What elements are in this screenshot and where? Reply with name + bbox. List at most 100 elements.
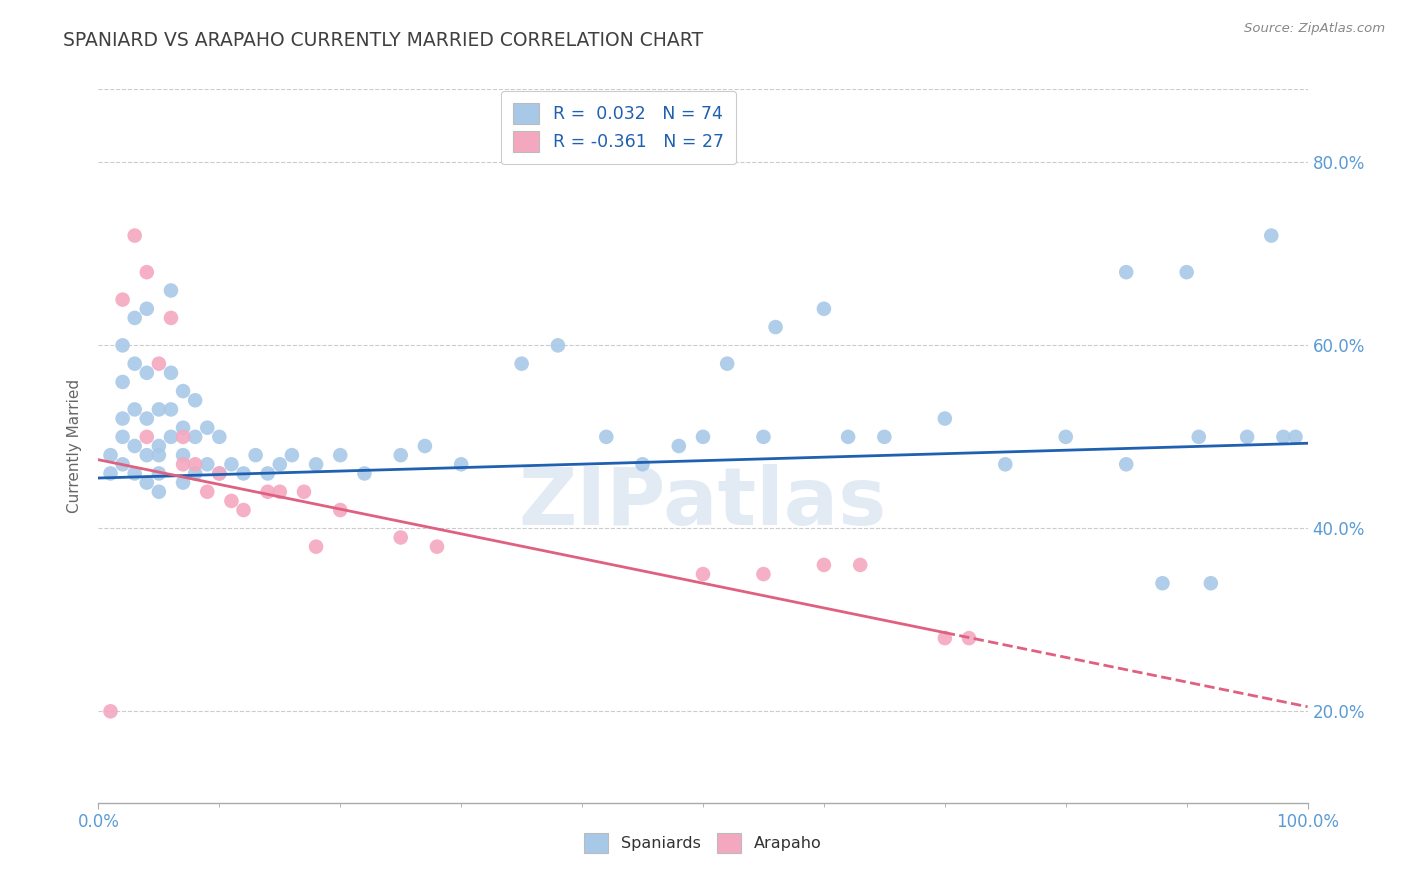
Point	[184, 430, 207, 444]
Point	[172, 475, 194, 490]
Point	[111, 411, 134, 425]
Point	[195, 484, 218, 499]
Point	[1175, 265, 1198, 279]
Point	[269, 458, 291, 472]
Point	[510, 357, 533, 371]
Point	[305, 540, 328, 554]
Point	[765, 320, 787, 334]
Point	[450, 458, 472, 472]
Point	[160, 310, 183, 325]
Point	[389, 448, 412, 462]
Point	[232, 503, 254, 517]
Point	[100, 704, 122, 718]
Point	[208, 430, 231, 444]
Point	[256, 467, 278, 481]
Point	[232, 467, 254, 481]
Point	[135, 411, 157, 425]
Point	[994, 458, 1017, 472]
Point	[1188, 430, 1211, 444]
Text: SPANIARD VS ARAPAHO CURRENTLY MARRIED CORRELATION CHART: SPANIARD VS ARAPAHO CURRENTLY MARRIED CO…	[63, 31, 703, 50]
Point	[148, 467, 170, 481]
Point	[413, 439, 436, 453]
Point	[934, 411, 956, 425]
Point	[1272, 430, 1295, 444]
Point	[124, 357, 146, 371]
Point	[172, 458, 194, 472]
Point	[148, 402, 170, 417]
Text: Source: ZipAtlas.com: Source: ZipAtlas.com	[1244, 22, 1385, 36]
Point	[692, 567, 714, 582]
Point	[692, 430, 714, 444]
Point	[208, 467, 231, 481]
Point	[595, 430, 617, 444]
Point	[100, 448, 122, 462]
Point	[111, 375, 134, 389]
Point	[957, 631, 980, 645]
Point	[148, 357, 170, 371]
Point	[353, 467, 375, 481]
Point	[668, 439, 690, 453]
Point	[160, 430, 183, 444]
Point	[208, 467, 231, 481]
Point	[1236, 430, 1258, 444]
Point	[269, 484, 291, 499]
Point	[305, 458, 328, 472]
Point	[135, 448, 157, 462]
Point	[1260, 228, 1282, 243]
Point	[184, 458, 207, 472]
Point	[716, 357, 738, 371]
Point	[148, 484, 170, 499]
Point	[426, 540, 449, 554]
Point	[135, 475, 157, 490]
Point	[148, 448, 170, 462]
Point	[172, 384, 194, 398]
Point	[934, 631, 956, 645]
Point	[1054, 430, 1077, 444]
Point	[184, 467, 207, 481]
Point	[111, 293, 134, 307]
Point	[329, 503, 352, 517]
Point	[1199, 576, 1222, 591]
Point	[135, 301, 157, 316]
Point	[1284, 430, 1306, 444]
Point	[111, 430, 134, 444]
Point	[221, 458, 243, 472]
Point	[281, 448, 304, 462]
Point	[813, 558, 835, 572]
Point	[389, 531, 412, 545]
Point	[184, 393, 207, 408]
Point	[873, 430, 896, 444]
Point	[1115, 458, 1137, 472]
Point	[1152, 576, 1174, 591]
Point	[172, 448, 194, 462]
Point	[195, 420, 218, 434]
Point	[160, 402, 183, 417]
Point	[111, 338, 134, 352]
Point	[111, 458, 134, 472]
Point	[256, 484, 278, 499]
Point	[124, 439, 146, 453]
Point	[172, 420, 194, 434]
Point	[124, 228, 146, 243]
Point	[631, 458, 654, 472]
Point	[292, 484, 315, 499]
Point	[135, 430, 157, 444]
Point	[160, 284, 183, 298]
Point	[160, 366, 183, 380]
Legend: Spaniards, Arapaho: Spaniards, Arapaho	[578, 827, 828, 859]
Point	[329, 448, 352, 462]
Point	[547, 338, 569, 352]
Point	[135, 265, 157, 279]
Point	[124, 310, 146, 325]
Point	[124, 467, 146, 481]
Y-axis label: Currently Married: Currently Married	[67, 379, 83, 513]
Point	[172, 430, 194, 444]
Point	[195, 458, 218, 472]
Point	[1115, 265, 1137, 279]
Point	[124, 402, 146, 417]
Point	[813, 301, 835, 316]
Point	[148, 439, 170, 453]
Point	[849, 558, 872, 572]
Point	[752, 430, 775, 444]
Point	[135, 366, 157, 380]
